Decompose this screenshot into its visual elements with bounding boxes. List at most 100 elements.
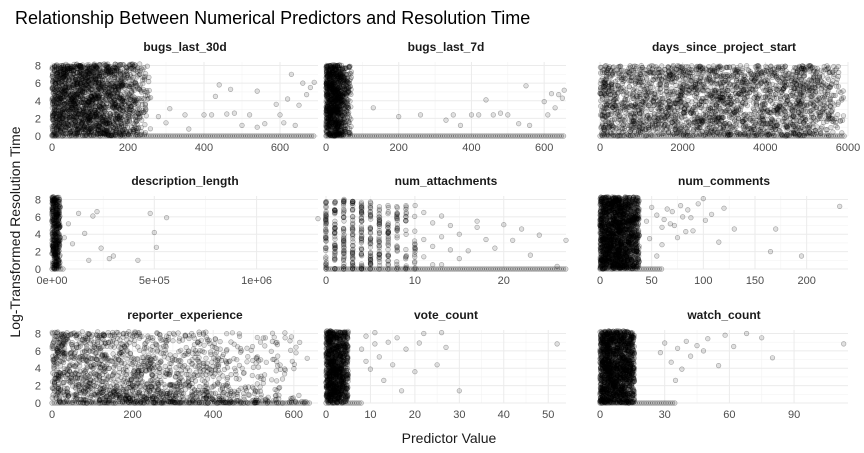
data-point [107,111,113,117]
facet-bugs_last_7d: bugs_last_7d0 200 400 600 [323,40,567,154]
data-point [103,97,109,103]
data-point [53,122,59,128]
data-point [90,71,96,77]
data-point [307,84,314,91]
data-point [50,110,56,116]
data-point [115,68,121,74]
data-point [97,119,104,125]
data-point [323,121,329,127]
data-point [331,81,337,88]
data-point [125,95,131,101]
data-point [125,131,131,137]
data-point [62,79,69,85]
data-point [69,68,75,74]
facet-label: days_since_project_start [652,40,796,54]
data-point [75,126,81,133]
data-point [483,97,489,103]
data-point [113,83,119,90]
data-point [323,88,329,94]
data-point [76,100,82,106]
data-point [126,102,132,108]
data-point [823,127,829,133]
data-point [54,131,61,137]
data-point [626,78,632,84]
data-point [417,112,424,118]
data-point [113,81,119,87]
data-point [84,62,90,68]
data-point [457,122,464,128]
data-point [281,120,287,126]
data-point [111,67,117,74]
data-point [201,112,207,118]
data-point [840,113,847,119]
data-point [84,83,91,89]
data-point [88,93,94,99]
data-point [324,115,330,121]
x-tick-label: 600 [271,142,289,154]
data-point [348,71,354,77]
data-point [61,94,67,100]
data-point [216,82,222,88]
data-point [94,64,100,71]
data-point [167,106,173,112]
data-point [128,83,135,90]
data-point [328,85,334,91]
data-point [334,92,340,98]
data-point [685,64,691,70]
data-point [49,105,55,111]
data-point [98,128,104,135]
data-point [65,111,71,117]
data-point [327,77,333,83]
data-point [247,112,253,118]
data-point [656,90,662,96]
data-point [96,77,102,83]
data-point [326,71,333,77]
data-point [833,83,840,89]
data-point [339,96,345,103]
data-point [80,106,86,112]
data-point [55,78,61,84]
data-point [541,98,547,105]
data-point [132,62,138,68]
data-point [146,74,152,80]
data-point [69,124,75,130]
data-point [129,113,136,119]
data-point [70,99,77,105]
x-tick-label: 600 [535,142,553,154]
data-point [468,112,475,118]
data-point [116,123,122,130]
data-point [136,113,143,120]
data-point [254,124,260,130]
x-axis-title: Predictor Value [402,430,497,446]
data-point [239,122,245,128]
data-point [77,74,84,80]
data-point [60,90,67,97]
data-point [86,117,93,123]
data-point [545,112,551,118]
data-point [70,84,76,90]
data-point [341,124,347,131]
x-tick-label: 0 [49,142,55,154]
data-point [144,63,150,69]
data-point [49,112,56,118]
data-point [339,117,345,123]
data-point [231,110,237,116]
data-point [71,101,77,107]
data-point [132,97,138,103]
data-point [139,77,146,83]
x-tick-label: 0 [597,142,603,154]
data-point [81,109,87,115]
data-point [118,71,124,77]
data-point [476,112,482,118]
data-point [81,71,87,77]
facet-label: bugs_last_30d [143,40,226,54]
data-point [72,118,78,124]
x-tick-label: 400 [195,142,213,154]
data-point [342,65,348,72]
data-point [450,112,456,118]
data-point [254,88,260,94]
x-tick-label: 2000 [670,142,694,154]
data-point [87,123,93,129]
